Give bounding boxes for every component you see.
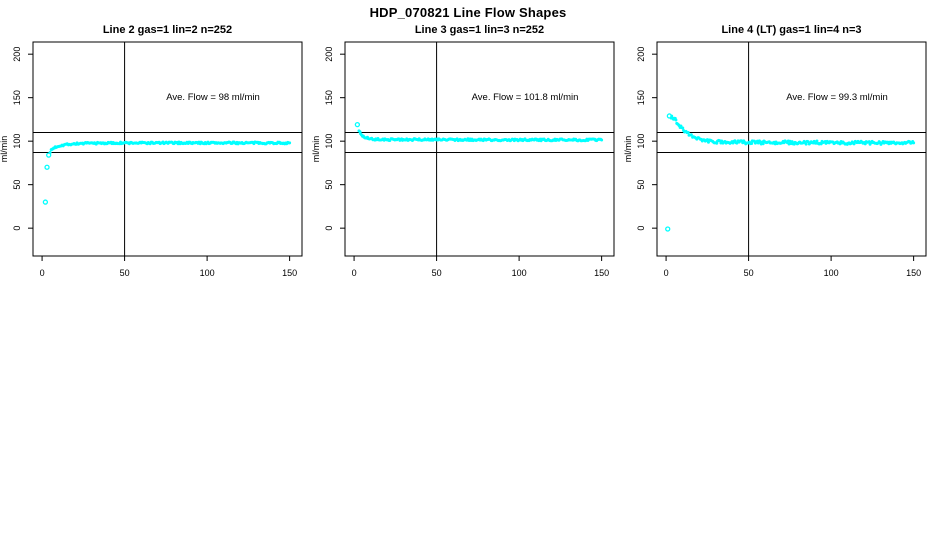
x-tick-label: 0	[352, 268, 357, 278]
panel-title: Line 4 (LT) gas=1 lin=4 n=3	[721, 24, 861, 36]
x-tick-label: 50	[120, 268, 130, 278]
flow-point	[750, 141, 754, 145]
flow-outlier-point	[354, 121, 361, 128]
x-tick-label: 100	[200, 268, 215, 278]
flow-point	[686, 130, 690, 134]
plot-box	[656, 41, 927, 257]
x-tick-label: 150	[282, 268, 297, 278]
y-tick-label: 200	[324, 47, 334, 62]
plot-box	[344, 41, 615, 257]
ave-flow-annotation: Ave. Flow = 98 ml/min	[166, 92, 260, 103]
y-tick-label: 50	[636, 180, 646, 190]
flow-point	[674, 118, 678, 122]
y-tick-label: 200	[12, 47, 22, 62]
main-title: HDP_070821 Line Flow Shapes	[369, 5, 567, 20]
panel-title: Line 2 gas=1 lin=2 n=252	[103, 24, 232, 36]
y-tick-label: 150	[12, 90, 22, 105]
plot-box	[32, 41, 303, 257]
x-tick-label: 100	[824, 268, 839, 278]
y-tick-label: 100	[324, 134, 334, 149]
x-tick-label: 50	[744, 268, 754, 278]
flow-point	[761, 142, 765, 146]
y-tick-label: 50	[324, 180, 334, 190]
flow-point	[912, 141, 916, 145]
y-tick-label: 200	[636, 47, 646, 62]
x-tick-label: 150	[906, 268, 921, 278]
flow-point	[681, 126, 685, 130]
line2-flow-chart: Line 2 gas=1 lin=2 n=252 0 50 100 150 200 ml/m…	[0, 24, 303, 278]
flow-outlier-point	[46, 152, 52, 158]
flow-panel-line3: Line 3 gas=1 lin=3 n=252 0 50 100 150 200 ml/m…	[311, 0, 624, 300]
flow-point	[815, 139, 819, 143]
x-tick-label: 0	[664, 268, 669, 278]
panels-row: Line 2 gas=1 lin=2 n=252 0 50 100 150 200 ml/m…	[0, 0, 936, 300]
line3-flow-chart: Line 3 gas=1 lin=3 n=252 0 50 100 150 200 ml/m…	[311, 24, 615, 278]
y-tick-label: 150	[324, 90, 334, 105]
x-tick-label: 100	[512, 268, 527, 278]
y-axis-label: ml/min	[624, 136, 633, 163]
x-tick-label: 0	[40, 268, 45, 278]
flow-point	[288, 141, 292, 145]
panel-title: Line 3 gas=1 lin=3 n=252	[415, 24, 544, 36]
flow-panel-line4: Line 4 (LT) gas=1 lin=4 n=3 0 50 100 150 200 m…	[623, 0, 936, 300]
y-tick-label: 100	[636, 134, 646, 149]
y-axis-label: ml/min	[0, 136, 9, 163]
y-tick-label: 100	[12, 134, 22, 149]
y-axis-label: ml/min	[312, 136, 321, 163]
flow-outlier-point	[666, 113, 673, 119]
x-tick-label: 150	[594, 268, 609, 278]
data-points	[665, 113, 916, 232]
data-points	[354, 121, 604, 143]
y-tick-label: 0	[324, 226, 334, 231]
flow-point	[804, 142, 808, 146]
ave-flow-annotation: Ave. Flow = 99.3 ml/min	[786, 92, 887, 103]
y-tick-label: 50	[12, 180, 22, 190]
flow-outlier-point	[42, 199, 49, 205]
y-tick-label: 0	[636, 226, 646, 231]
flow-outlier-point	[44, 164, 50, 170]
flow-point	[852, 142, 856, 146]
flow-point	[814, 141, 818, 145]
y-tick-label: 150	[636, 90, 646, 105]
data-points	[42, 140, 292, 205]
flow-panel-line2: Line 2 gas=1 lin=2 n=252 0 50 100 150 200 ml/m…	[0, 0, 312, 300]
x-tick-label: 50	[432, 268, 442, 278]
flow-outlier-point	[665, 226, 671, 232]
flow-point	[600, 138, 604, 142]
flow-point	[735, 141, 739, 145]
y-tick-label: 0	[12, 226, 22, 231]
ave-flow-annotation: Ave. Flow = 101.8 ml/min	[472, 92, 579, 103]
line4-flow-chart: Line 4 (LT) gas=1 lin=4 n=3 0 50 100 150 200 m…	[623, 24, 927, 278]
flow-point	[689, 133, 693, 137]
flow-point	[806, 140, 810, 144]
